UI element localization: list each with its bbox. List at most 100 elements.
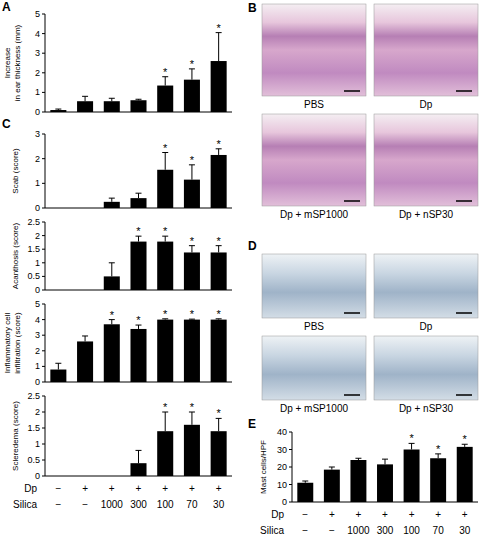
x-axis <box>292 502 478 503</box>
y-axis <box>45 134 46 208</box>
panel-letter: C <box>2 117 11 131</box>
table-cell: − <box>55 499 61 510</box>
y-tick-label: 5 <box>35 299 40 309</box>
table-cell: + <box>409 509 415 520</box>
y-tick-label: 1 <box>35 87 40 97</box>
error-cap <box>109 98 115 99</box>
error-bar <box>162 77 168 86</box>
y-tick-label: 2 <box>35 407 40 417</box>
significance-mark: * <box>190 58 195 70</box>
y-tick <box>42 33 45 34</box>
table-cell: + <box>136 483 142 494</box>
bar <box>157 431 173 476</box>
micrograph <box>262 254 366 318</box>
error-stem <box>191 246 192 253</box>
y-tick <box>42 262 45 263</box>
plot-area <box>104 236 227 290</box>
error-stem <box>85 336 86 341</box>
bar <box>211 431 227 476</box>
error-stem <box>191 69 192 80</box>
significance-mark: * <box>190 401 195 413</box>
error-bar <box>109 198 115 202</box>
y-tick-label: 0 <box>35 285 40 295</box>
y-tick-label: 20 <box>277 462 287 472</box>
y-tick <box>42 92 45 93</box>
y-tick-label: 10 <box>277 480 287 490</box>
y-tick-label: 0 <box>35 377 40 387</box>
error-stem <box>111 198 112 202</box>
y-tick <box>42 158 45 159</box>
y-axis <box>45 222 46 290</box>
y-axis-title: Scab (score) <box>11 148 20 194</box>
y-tick <box>42 235 45 236</box>
panel-letter: D <box>248 239 257 253</box>
error-bar <box>216 418 222 431</box>
micrograph <box>374 254 478 318</box>
y-tick <box>42 412 45 413</box>
y-tick-label: 1.5 <box>27 423 40 433</box>
significance-mark: * <box>217 235 222 247</box>
significance-mark: * <box>409 432 414 444</box>
bar <box>184 180 200 208</box>
y-tick-label: 1 <box>35 258 40 268</box>
error-cap <box>382 459 388 460</box>
error-bar <box>55 109 61 111</box>
bar <box>130 463 146 476</box>
y-tick <box>42 366 45 367</box>
y-tick-label: 0 <box>35 471 40 481</box>
error-cap <box>82 335 88 336</box>
table-cell: + <box>435 509 441 520</box>
y-tick-label: 1 <box>35 178 40 188</box>
y-tick <box>42 53 45 54</box>
panel-letter: B <box>248 1 257 15</box>
micrograph <box>262 114 366 206</box>
error-stem <box>111 263 112 277</box>
table-cell: 1000 <box>347 525 370 536</box>
y-tick <box>42 134 45 135</box>
y-axis-title: Inflammatory cell <box>3 313 12 374</box>
y-axis-title: Increase <box>3 47 12 78</box>
significance-mark: * <box>217 22 222 34</box>
bar <box>457 447 473 502</box>
bar <box>350 460 366 502</box>
error-bar <box>109 263 115 277</box>
significance-mark: * <box>110 309 115 321</box>
error-bar <box>82 336 88 341</box>
y-tick <box>42 112 45 113</box>
scale-bar <box>344 394 360 396</box>
y-tick-label: 40 <box>277 427 287 437</box>
y-tick <box>42 304 45 305</box>
table-cell: + <box>329 509 335 520</box>
significance-mark: * <box>163 308 168 320</box>
image-label: Dp <box>420 321 433 332</box>
significance-mark: * <box>190 154 195 166</box>
table-cell: + <box>382 509 388 520</box>
y-tick-label: 5 <box>35 9 40 19</box>
y-axis-title: Acanthosis (score) <box>11 223 20 290</box>
x-axis <box>45 382 232 383</box>
bar <box>184 320 200 382</box>
y-tick-label: 2.5 <box>27 217 40 227</box>
scale-bar <box>344 312 360 314</box>
error-stem <box>191 412 192 425</box>
table-row-label: Dp <box>24 483 37 494</box>
y-tick <box>42 222 45 223</box>
table-cell: − <box>302 525 308 536</box>
y-tick <box>42 276 45 277</box>
error-bar <box>189 412 195 425</box>
error-bar <box>162 412 168 431</box>
bar <box>211 155 227 208</box>
table-row-label: Dp <box>271 509 284 520</box>
significance-mark: * <box>436 443 441 455</box>
y-tick <box>42 444 45 445</box>
y-tick <box>289 467 292 468</box>
bar <box>50 370 66 382</box>
image-label: Dp + nSP30 <box>399 209 454 220</box>
table-cell: 300 <box>377 525 394 536</box>
significance-mark: * <box>190 308 195 320</box>
table-cell: 30 <box>459 525 471 536</box>
significance-mark: * <box>163 401 168 413</box>
error-stem <box>165 412 166 431</box>
y-tick-label: 2 <box>35 68 40 78</box>
significance-mark: * <box>163 225 168 237</box>
